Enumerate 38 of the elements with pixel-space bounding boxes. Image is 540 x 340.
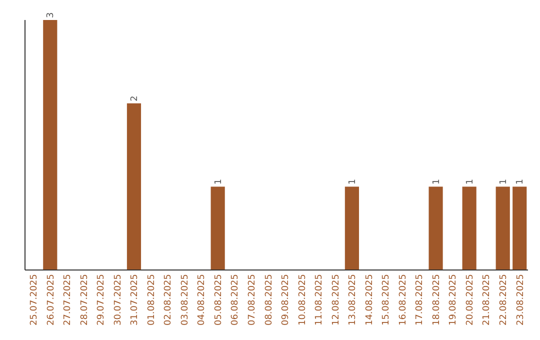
x-tick-label: 05.08.2025 [214,274,224,326]
x-tick-label: 01.08.2025 [146,274,157,326]
x-tick-label: 27.07.2025 [63,274,74,326]
x-tick-label: 10.08.2025 [298,274,308,326]
x-tick-label: 08.08.2025 [264,274,274,326]
x-tick-label: 11.08.2025 [314,274,325,326]
data-label: 1 [516,178,526,185]
x-tick-label: 13.08.2025 [348,274,358,326]
x-tick-label: 04.08.2025 [197,274,208,326]
x-tick-label: 21.08.2025 [482,274,492,326]
x-tick-label: 12.08.2025 [331,274,342,326]
x-tick-label: 07.08.2025 [248,274,258,326]
x-tick-label: 15.08.2025 [382,274,392,326]
data-label: 1 [214,178,224,185]
x-tick-label: 25.07.2025 [30,274,40,326]
x-tick-label: 23.08.2025 [516,274,526,326]
x-tick-label: 29.07.2025 [96,274,107,326]
x-tick-label: 09.08.2025 [281,274,292,326]
data-label: 1 [498,178,509,185]
x-tick-label: 22.08.2025 [499,274,509,326]
x-tick-label: 30.07.2025 [113,274,124,326]
x-tick-label: 02.08.2025 [164,274,174,326]
data-label: 1 [432,178,442,185]
x-tick-label: 14.08.2025 [364,274,375,326]
x-tick-label: 28.07.2025 [80,274,90,326]
x-tick-label: 06.08.2025 [230,274,241,326]
x-tick-label: 20.08.2025 [465,274,476,326]
x-tick-label: 17.08.2025 [415,274,426,326]
data-label: 3 [46,12,56,18]
data-label: 2 [130,96,140,102]
data-label: 1 [465,178,476,185]
x-tick-label: 18.08.2025 [432,274,442,326]
x-tick-label: 03.08.2025 [180,274,190,326]
x-tick-label: 26.07.2025 [46,274,56,326]
x-tick-label: 19.08.2025 [448,274,459,326]
x-tick-label: 16.08.2025 [398,274,408,326]
x-tick-label: 31.07.2025 [130,274,140,326]
data-label: 1 [348,178,358,185]
